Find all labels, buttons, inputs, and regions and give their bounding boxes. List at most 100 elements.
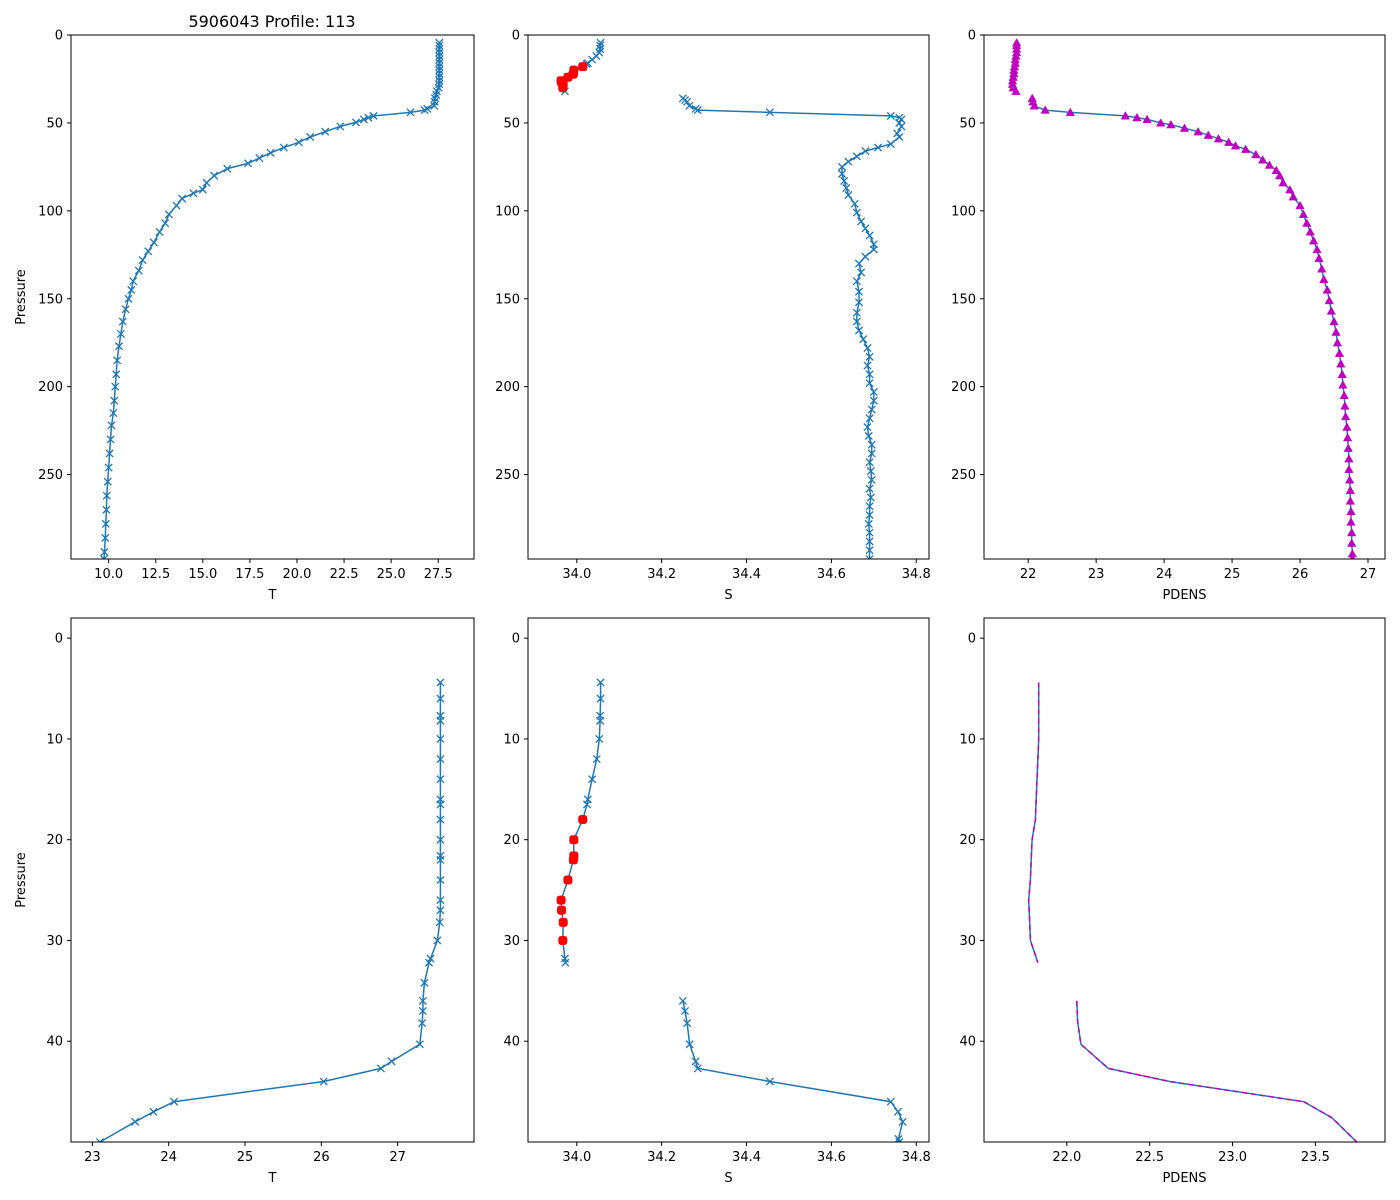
data-point-x: [854, 298, 864, 307]
data-point-x: [436, 775, 445, 784]
y-tick-label: 200: [38, 380, 63, 395]
series-line: [99, 682, 442, 1142]
data-point-x: [685, 101, 694, 110]
data-point-x: [436, 755, 445, 764]
data-point-x: [436, 815, 445, 824]
data-point-x: [189, 189, 198, 198]
data-point-x: [861, 146, 870, 156]
y-tick-label: 50: [503, 116, 520, 131]
data-point-x: [418, 1019, 427, 1028]
data-point-x: [683, 97, 692, 106]
data-point-x: [865, 370, 874, 379]
series-line: [682, 1000, 904, 1142]
data-point-x: [869, 245, 878, 254]
data-point-triangle: [1342, 432, 1353, 442]
data-point-triangle: [1011, 86, 1021, 95]
y-tick-label: 40: [503, 1035, 520, 1050]
data-point-x: [102, 491, 111, 500]
data-point-x: [131, 1117, 140, 1126]
x-axis-label: PDENS: [1162, 1171, 1206, 1186]
data-point-x: [109, 408, 118, 418]
y-tick-label: 50: [959, 116, 976, 131]
data-point-triangle: [1285, 185, 1295, 194]
data-point-triangle: [1203, 130, 1213, 139]
data-point-triangle: [1193, 126, 1203, 136]
data-point-x: [842, 183, 851, 193]
y-axis-label: Pressure: [14, 269, 29, 325]
flag-point: [569, 835, 579, 845]
y-tick-label: 20: [959, 833, 976, 848]
x-tick-label: 15.0: [188, 567, 217, 582]
data-point-x: [155, 227, 164, 236]
data-point-triangle: [1312, 244, 1322, 254]
data-point-triangle: [1166, 119, 1176, 129]
data-point-x: [418, 996, 427, 1005]
axes-frame: [983, 34, 1386, 560]
data-point-x: [837, 162, 847, 171]
flag-point: [557, 905, 567, 915]
data-point-triangle: [1314, 253, 1324, 262]
data-point-x: [210, 171, 219, 180]
data-point-x: [178, 194, 187, 203]
data-point-x: [129, 277, 138, 286]
data-point-x: [435, 55, 444, 64]
x-tick-label: 34.6: [817, 567, 846, 582]
y-tick-label: 0: [512, 29, 520, 44]
data-point-triangle: [1213, 134, 1224, 143]
data-point-x: [294, 138, 303, 147]
data-point-x: [436, 716, 445, 725]
x-tick-label: 12.5: [141, 567, 170, 582]
data-point-x: [852, 208, 861, 217]
data-point-x: [415, 1040, 424, 1049]
y-tick-label: 30: [503, 934, 520, 949]
data-point-x: [113, 356, 122, 365]
data-point-x: [869, 387, 878, 397]
data-point-x: [865, 546, 874, 555]
data-point-x: [582, 800, 592, 809]
data-point-x: [99, 554, 109, 559]
x-tick-label: 20.0: [283, 567, 312, 582]
data-point-x: [865, 379, 874, 388]
data-point-x: [693, 1064, 702, 1073]
data-point-triangle: [1346, 506, 1356, 516]
data-point-x: [103, 477, 112, 486]
y-tick-label: 250: [951, 468, 976, 483]
data-point-triangle: [1029, 101, 1039, 110]
panel-top-S: 34.0 34.2 34.4 34.6 34.8 0 50 100 150 200 250 S: [495, 29, 931, 604]
data-point-triangle: [1302, 218, 1312, 227]
data-point-x: [101, 519, 110, 528]
data-point-x: [161, 219, 170, 228]
x-tick-label: 24: [160, 1150, 177, 1165]
x-tick-label: 22.0: [1052, 1150, 1081, 1165]
data-point-x: [840, 176, 849, 186]
data-point-x: [685, 1040, 694, 1049]
data-point-x: [886, 139, 895, 149]
data-point-x: [436, 896, 445, 905]
data-point-x: [243, 159, 253, 168]
plot-area: [1007, 38, 1358, 559]
data-point-x: [164, 210, 173, 219]
data-point-x: [863, 423, 872, 432]
data-point-x: [319, 1077, 328, 1086]
data-point-x: [596, 716, 605, 725]
data-point-x: [436, 906, 445, 915]
data-point-x: [436, 694, 445, 703]
y-tick-label: 30: [46, 934, 63, 949]
data-point-triangle: [1332, 338, 1343, 347]
data-point-triangle: [1326, 306, 1336, 315]
data-point-x: [864, 431, 873, 440]
data-point-triangle: [1344, 454, 1354, 463]
data-point-triangle: [1337, 369, 1347, 378]
y-tick-label: 50: [46, 116, 63, 131]
data-point-x: [430, 101, 439, 110]
y-tick-label: 100: [951, 204, 976, 219]
data-point-x: [886, 111, 895, 120]
data-point-x: [897, 122, 906, 131]
data-point-x: [172, 201, 181, 210]
data-point-triangle: [1258, 155, 1268, 164]
data-point-x: [107, 421, 116, 430]
data-point-x: [101, 533, 110, 542]
data-point-x: [765, 108, 774, 117]
x-tick-label: 23: [1088, 567, 1105, 582]
